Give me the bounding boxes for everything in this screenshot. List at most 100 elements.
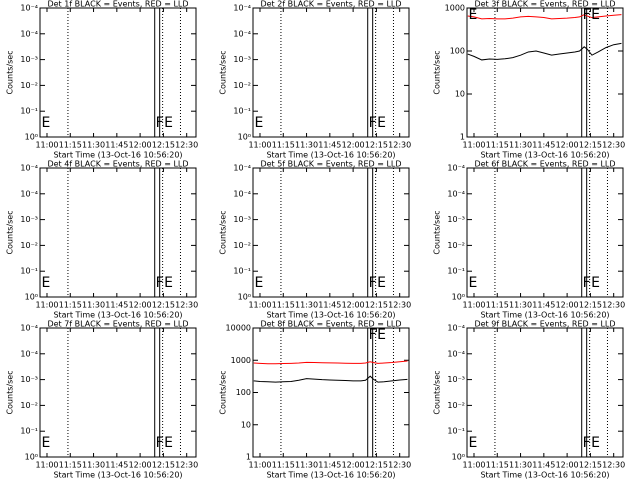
annotation: E	[377, 115, 386, 131]
plot-frame	[466, 167, 624, 298]
y-tick-label: 10⁻²	[447, 241, 465, 250]
x-tick-label: 11:30	[509, 301, 532, 310]
x-tick-label: 11:00	[462, 141, 485, 150]
series-line	[467, 14, 622, 20]
x-tick-label: 11:00	[35, 461, 58, 470]
y-tick-label: 10⁻⁴	[233, 189, 251, 198]
annotation: F	[369, 327, 377, 343]
y-tick-label: 10⁻³	[20, 55, 38, 64]
x-tick-label: 11:15	[272, 461, 295, 470]
panel: Det 3f BLACK = Events, RED = LLD Start Ti…	[433, 0, 626, 160]
y-axis-label: Counts/sec	[433, 50, 442, 94]
x-tick-label: 11:15	[486, 141, 509, 150]
x-tick-label: 11:15	[272, 301, 295, 310]
y-axis-label: Counts/sec	[6, 370, 15, 414]
y-tick-label: 100	[450, 47, 465, 56]
x-tick-label: 11:00	[462, 461, 485, 470]
x-tick-label: 12:00	[556, 461, 579, 470]
x-tick-label: 11:45	[105, 301, 128, 310]
plot-frame	[252, 7, 410, 138]
y-tick-label: 10⁻⁴	[447, 324, 465, 333]
x-tick-label: 11:00	[248, 301, 271, 310]
annotation: F	[583, 7, 591, 23]
plot-frame	[252, 327, 410, 458]
x-tick-label: 12:30	[388, 461, 411, 470]
y-tick-label: 10⁻²	[233, 241, 251, 250]
annotation: E	[164, 435, 173, 451]
y-axis-label: Counts/sec	[219, 370, 228, 414]
y-tick-label: 10⁻³	[447, 375, 465, 384]
series-line	[467, 42, 622, 61]
annotation: E	[255, 115, 264, 131]
panel-title: Det 4f BLACK = Events, RED = LLD	[47, 160, 188, 169]
y-tick-label: 10⁻⁴	[20, 189, 38, 198]
panel-title: Det 7f BLACK = Events, RED = LLD	[47, 320, 188, 329]
y-tick-label: 10⁻¹	[447, 427, 465, 436]
annotation: E	[469, 275, 478, 291]
annotation: E	[469, 435, 478, 451]
annotation: E	[164, 115, 173, 131]
panel: Det 6f BLACK = Events, RED = LLD Start Ti…	[433, 160, 626, 320]
x-tick-label: 12:15	[365, 301, 388, 310]
x-tick-label: 11:45	[532, 301, 555, 310]
x-tick-label: 11:15	[486, 301, 509, 310]
x-axis-label: Start Time (13-Oct-16 10:56:20)	[480, 311, 609, 320]
x-tick-label: 12:00	[342, 141, 365, 150]
y-tick-label: 10⁻⁴	[447, 164, 465, 173]
annotation: F	[583, 435, 591, 451]
x-tick-label: 12:30	[388, 141, 411, 150]
annotation: E	[591, 435, 600, 451]
annotation: F	[369, 275, 377, 291]
x-tick-label: 12:30	[388, 301, 411, 310]
panel: Det 1f BLACK = Events, RED = LLD Start Ti…	[6, 0, 199, 160]
y-axis-label: Counts/sec	[6, 210, 15, 254]
panel: Det 5f BLACK = Events, RED = LLD Start Ti…	[219, 160, 412, 320]
y-tick-label: 10	[455, 90, 465, 99]
x-tick-label: 11:45	[318, 141, 341, 150]
panel: Det 4f BLACK = Events, RED = LLD Start Ti…	[6, 160, 199, 320]
y-tick-label: 10⁻²	[20, 81, 38, 90]
annotation: F	[156, 435, 164, 451]
panel-title: Det 9f BLACK = Events, RED = LLD	[474, 320, 615, 329]
annotation: E	[469, 7, 478, 23]
plot-frame	[39, 7, 197, 138]
y-tick-label: 10⁻¹	[233, 267, 251, 276]
y-tick-label: 10⁻¹	[20, 427, 38, 436]
y-tick-label: 100	[236, 388, 251, 397]
x-tick-label: 11:00	[248, 461, 271, 470]
x-tick-label: 11:30	[82, 301, 105, 310]
x-axis-label: Start Time (13-Oct-16 10:56:20)	[480, 471, 609, 480]
y-tick-label: 10000	[226, 324, 251, 333]
y-tick-label: 10⁰	[25, 293, 38, 302]
x-tick-label: 11:15	[59, 461, 82, 470]
x-tick-label: 11:00	[35, 301, 58, 310]
x-tick-label: 12:00	[556, 141, 579, 150]
panel-title: Det 6f BLACK = Events, RED = LLD	[474, 160, 615, 169]
x-tick-label: 12:15	[579, 141, 602, 150]
panel: Det 8f BLACK = Events, RED = LLD Start Ti…	[219, 320, 412, 480]
panel-title: Det 8f BLACK = Events, RED = LLD	[260, 320, 401, 329]
x-tick-label: 11:45	[532, 141, 555, 150]
y-tick-label: 10⁰	[238, 133, 251, 142]
x-tick-label: 12:30	[175, 461, 198, 470]
y-tick-label: 10	[241, 420, 251, 429]
x-tick-label: 11:45	[105, 141, 128, 150]
y-tick-label: 10⁰	[452, 453, 465, 462]
x-tick-label: 11:30	[295, 301, 318, 310]
x-tick-label: 12:15	[579, 301, 602, 310]
x-tick-label: 11:30	[82, 141, 105, 150]
series-line	[253, 375, 408, 383]
x-tick-label: 11:00	[462, 301, 485, 310]
y-tick-label: 10⁻¹	[20, 267, 38, 276]
y-tick-label: 10⁰	[25, 453, 38, 462]
x-tick-label: 11:45	[318, 461, 341, 470]
panel-title: Det 5f BLACK = Events, RED = LLD	[260, 160, 401, 169]
y-tick-label: 10⁻³	[233, 55, 251, 64]
annotation: E	[591, 7, 600, 23]
x-tick-label: 11:15	[486, 461, 509, 470]
y-tick-label: 10⁻⁴	[447, 189, 465, 198]
plot-frame	[466, 7, 624, 138]
x-tick-label: 11:00	[35, 141, 58, 150]
y-tick-label: 10⁻⁴	[20, 4, 38, 13]
